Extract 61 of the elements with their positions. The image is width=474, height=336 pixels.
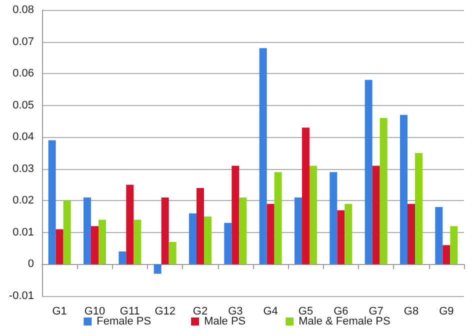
bar [274, 172, 282, 264]
legend-label: Male & Female PS [298, 316, 390, 328]
bar [126, 184, 134, 264]
bar [337, 210, 345, 264]
x-tick-label: G1 [52, 306, 67, 318]
bar [161, 197, 169, 264]
bar [435, 207, 443, 264]
legend-label: Male PS [204, 316, 246, 328]
y-tick-label: 0.05 [12, 99, 34, 112]
bar [91, 226, 98, 264]
x-tick-label: G12 [154, 306, 176, 318]
bar [259, 48, 267, 264]
y-tick-label: 0.02 [12, 194, 34, 207]
legend-label: Female PS [96, 316, 152, 328]
x-tick-label: G8 [404, 306, 419, 318]
bar [118, 252, 126, 264]
y-tick-label: 0.08 [12, 4, 34, 16]
bar [224, 222, 232, 264]
bar [134, 220, 142, 264]
bar [48, 140, 56, 264]
bar [188, 213, 196, 264]
x-tick-label: G11 [120, 306, 140, 318]
bar [415, 153, 423, 264]
bar [364, 80, 372, 264]
bar [442, 245, 450, 264]
bar [330, 172, 338, 264]
bar [154, 264, 162, 274]
bar [294, 197, 302, 264]
bar [232, 166, 240, 264]
bar [204, 216, 212, 264]
bar [310, 166, 318, 264]
bar [266, 204, 274, 264]
x-tick-label: G4 [263, 306, 278, 318]
bar [83, 197, 91, 264]
bar [344, 204, 352, 264]
bar [380, 118, 388, 264]
bar [372, 166, 380, 264]
y-tick-label: 0.06 [12, 68, 34, 80]
bar [56, 229, 64, 264]
y-tick-label: 0.04 [12, 131, 34, 144]
y-tick-label: -0.01 [8, 290, 34, 302]
x-tick-label: G6 [334, 306, 348, 318]
y-tick-label: 0.03 [12, 162, 34, 175]
bar [168, 242, 176, 264]
x-tick-label: G10 [84, 306, 106, 318]
x-tick-label: G2 [192, 306, 208, 318]
bar [400, 114, 408, 264]
x-tick-label: G9 [439, 306, 454, 318]
x-tick-label: G5 [298, 306, 314, 318]
x-tick-label: G3 [228, 306, 243, 318]
bar [408, 204, 415, 264]
bar [302, 128, 310, 264]
bar [196, 188, 204, 264]
bar [450, 226, 458, 264]
y-tick-label: 0.01 [12, 226, 34, 238]
x-tick-label: G7 [368, 306, 384, 318]
y-tick-label: 0 [28, 258, 34, 270]
bar [98, 220, 106, 264]
bar [63, 200, 71, 264]
y-tick-label: 0.07 [12, 36, 34, 48]
bar [239, 197, 247, 264]
